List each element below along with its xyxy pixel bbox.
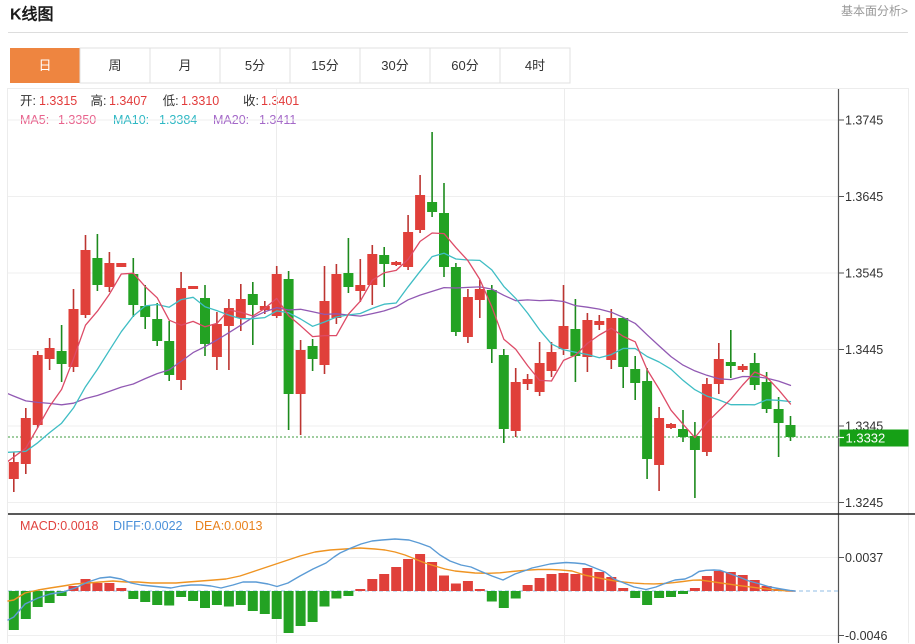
svg-text:1.3332: 1.3332: [846, 431, 886, 446]
svg-text:MACD:0.0018: MACD:0.0018: [20, 519, 99, 533]
svg-text:DEA:0.0013: DEA:0.0013: [195, 519, 262, 533]
svg-text:K线图: K线图: [10, 5, 54, 24]
svg-text:1.3545: 1.3545: [845, 267, 883, 281]
svg-text:-0.0046: -0.0046: [845, 629, 887, 643]
svg-text:1.3310: 1.3310: [181, 94, 219, 108]
svg-text:1.3407: 1.3407: [109, 94, 147, 108]
svg-text:5分: 5分: [245, 58, 265, 73]
svg-text:日: 日: [38, 58, 51, 73]
svg-text:高:: 高:: [91, 93, 107, 108]
svg-text:DIFF:0.0022: DIFF:0.0022: [113, 519, 183, 533]
svg-text:收:: 收:: [243, 94, 259, 108]
svg-text:1.3645: 1.3645: [845, 190, 883, 204]
svg-text:1.3445: 1.3445: [845, 343, 883, 357]
svg-text:0.0037: 0.0037: [845, 551, 883, 565]
svg-text:4时: 4时: [525, 58, 545, 73]
svg-text:30分: 30分: [381, 58, 408, 73]
svg-text:低:: 低:: [163, 94, 179, 108]
svg-text:1.3745: 1.3745: [845, 114, 883, 128]
svg-text:1.3245: 1.3245: [845, 496, 883, 510]
svg-text:月: 月: [178, 58, 191, 73]
svg-text:开:: 开:: [20, 94, 36, 108]
svg-text:基本面分析>: 基本面分析>: [841, 4, 908, 18]
svg-text:60分: 60分: [451, 58, 478, 73]
svg-text:1.3401: 1.3401: [261, 94, 299, 108]
svg-text:周: 周: [108, 58, 121, 73]
svg-text:15分: 15分: [311, 58, 338, 73]
svg-text:1.3315: 1.3315: [39, 94, 77, 108]
